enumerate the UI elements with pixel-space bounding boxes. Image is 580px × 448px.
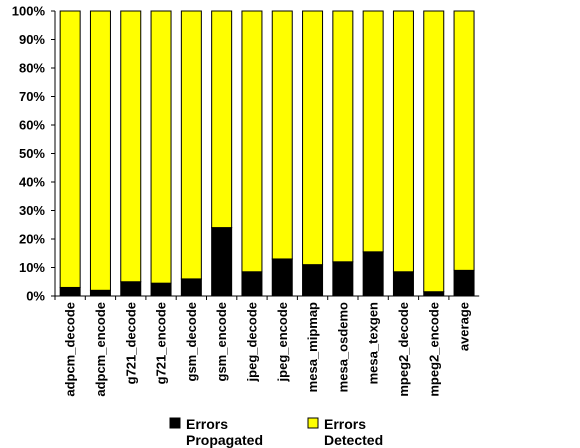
bar-segment-detected	[211, 10, 233, 229]
x-tick-label: g721_decode	[123, 302, 138, 384]
bar-segment-propagated	[423, 291, 445, 297]
x-tick-label: jpeg_decode	[244, 302, 259, 382]
bar-segment-detected	[392, 10, 414, 273]
bar-segment-detected	[423, 10, 445, 293]
bar-segment-detected	[271, 10, 293, 260]
x-tick-label: gsm_decode	[184, 302, 199, 381]
x-tick-label: mesa_texgen	[366, 302, 381, 384]
legend-label-propagated-line2: Propagated	[186, 432, 263, 448]
bar-segment-propagated	[362, 251, 384, 297]
bar-segment-propagated	[89, 289, 111, 297]
bar-segment-propagated	[120, 281, 142, 297]
bar-segment-detected	[332, 10, 354, 263]
legend: Errors Propagated Errors Detected	[169, 416, 383, 448]
y-tick-label: 0%	[26, 289, 45, 304]
x-tick-label: g721_encode	[154, 302, 169, 384]
y-tick-label: 100%	[12, 4, 46, 19]
y-tick-label: 20%	[19, 232, 45, 247]
bar-segment-propagated	[180, 278, 202, 297]
bar-segment-propagated	[453, 269, 475, 297]
x-axis: adpcm_decode adpcm_encode g721_decode g721_…	[54, 295, 480, 397]
y-tick-label: 10%	[19, 260, 45, 275]
bars	[59, 10, 475, 297]
y-tick-label: 40%	[19, 175, 45, 190]
bar-segment-propagated	[59, 286, 81, 297]
x-tick-label: mpeg2_encode	[426, 302, 441, 397]
legend-swatch-propagated	[169, 417, 181, 429]
bar-segment-detected	[59, 10, 81, 288]
legend-label-detected-line1: Errors	[324, 416, 366, 432]
x-tick-label: jpeg_encode	[275, 302, 290, 382]
y-tick-label: 70%	[19, 89, 45, 104]
x-tick-label: mesa_mipmap	[305, 302, 320, 392]
bar-segment-propagated	[332, 261, 354, 297]
bar-segment-detected	[89, 10, 111, 291]
bar-segment-propagated	[302, 264, 324, 297]
x-tick-label: average	[457, 302, 472, 351]
y-tick-label: 50%	[19, 146, 45, 161]
bar-segment-propagated	[211, 227, 233, 297]
y-tick-label: 60%	[19, 118, 45, 133]
bar-segment-detected	[120, 10, 142, 283]
legend-label-propagated-line1: Errors	[186, 416, 228, 432]
bar-segment-detected	[302, 10, 324, 266]
x-tick-label: mpeg2_decode	[396, 302, 411, 397]
x-tick-label: adpcm_decode	[63, 302, 78, 397]
bar-segment-detected	[362, 10, 384, 253]
y-tick-label: 80%	[19, 61, 45, 76]
bar-segment-detected	[241, 10, 263, 273]
bar-segment-propagated	[392, 271, 414, 297]
bar-segment-propagated	[271, 258, 293, 297]
y-tick-label: 30%	[19, 203, 45, 218]
bar-segment-detected	[180, 10, 202, 280]
x-tick-label: gsm_encode	[214, 302, 229, 381]
x-tick-label: adpcm_encode	[93, 302, 108, 397]
bar-segment-detected	[150, 10, 172, 284]
bar-segment-propagated	[241, 271, 263, 297]
legend-label-detected-line2: Detected	[324, 432, 383, 448]
y-axis: 0% 10% 20% 30% 40% 50% 60% 70% 80% 90% 100%	[12, 4, 56, 304]
y-tick-label: 90%	[19, 32, 45, 47]
bar-segment-propagated	[150, 282, 172, 297]
x-tick-label: mesa_osdemo	[335, 302, 350, 392]
legend-swatch-detected	[307, 417, 319, 429]
bar-segment-detected	[453, 10, 475, 271]
